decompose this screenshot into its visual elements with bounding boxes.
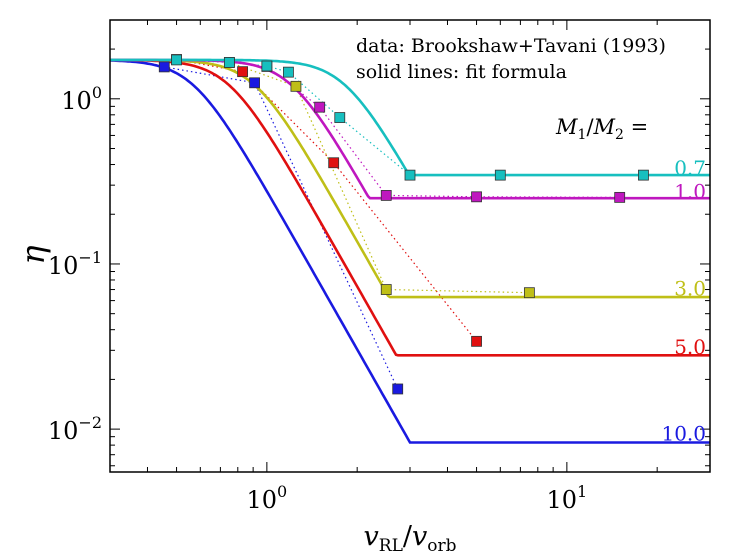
series-label-1.0: 1.0 (674, 180, 706, 204)
annotation-fit-formula: solid lines: fit formula (356, 61, 567, 83)
y-tick-label-2: 10−2 (48, 413, 102, 445)
series-5.0-point (328, 157, 340, 169)
axis-ticks (109, 19, 711, 472)
series-0.7-point (223, 57, 235, 68)
series-10.0-point (392, 383, 404, 395)
series-label-0.7: 0.7 (674, 156, 706, 180)
series-0.7-point (638, 169, 649, 181)
series-label-5.0: 5.0 (674, 335, 706, 359)
series-10.0-point (249, 77, 260, 89)
legend-title: M1/M2 = (555, 115, 648, 143)
series-5.0-fit-line (110, 58, 710, 357)
tick-labels: 100 101 100 10−1 10−2 0.71.0 3.0 5.0 10.0 (48, 83, 706, 514)
plot-frame (109, 19, 711, 473)
series-0.7-point (261, 60, 273, 72)
series-3.0-point (290, 80, 302, 92)
series-1.0-point (471, 191, 482, 203)
series-1.0-point (614, 191, 626, 203)
plot-area (110, 54, 710, 444)
series-5.0-point (237, 66, 248, 78)
series-0.7-point (334, 112, 346, 123)
series-0.7-point (283, 66, 294, 78)
series-3.0-point (523, 287, 535, 299)
series-label-10.0: 10.0 (661, 421, 706, 445)
series-1.0-point (314, 101, 326, 113)
x-axis-label: vRL/vorb (364, 521, 457, 556)
series-5.0-point (471, 335, 482, 347)
series-3.0-fit-line (110, 58, 710, 299)
series-3.0-data-line (229, 61, 530, 294)
x-tick-label-0: 100 (246, 482, 287, 514)
series-3.0-point (380, 284, 392, 295)
y-axis-label: η (14, 245, 52, 264)
series-label-3.0: 3.0 (674, 277, 706, 301)
series-0.7-point (171, 54, 182, 66)
x-tick-label-1: 101 (546, 482, 587, 514)
series-1.0-point (380, 190, 392, 201)
annotation-data-source: data: Brookshaw+Tavani (1993) (356, 35, 666, 57)
series-5.0-data-line (176, 58, 478, 342)
series-10.0-point (158, 61, 170, 73)
series-0.7-point (494, 169, 506, 181)
series-0.7-point (404, 169, 416, 181)
series-10.0-fit-line (110, 59, 710, 444)
y-tick-label-1: 10−1 (48, 248, 102, 280)
y-tick-label-0: 100 (61, 83, 102, 115)
